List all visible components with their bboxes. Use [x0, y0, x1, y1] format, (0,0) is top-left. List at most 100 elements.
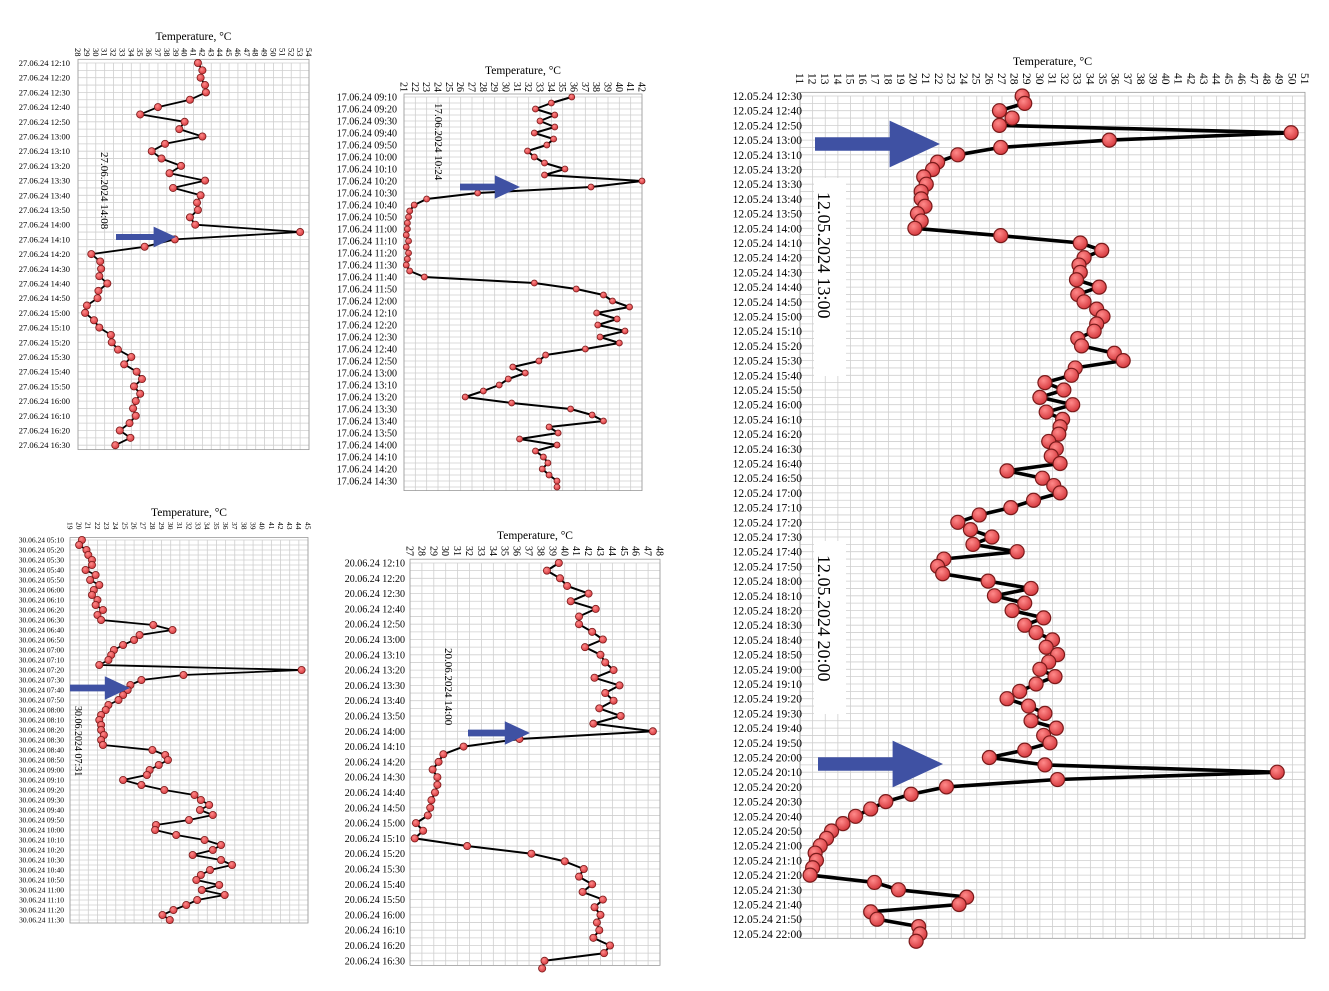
- x-tick-label: 27: [139, 522, 148, 530]
- y-tick-label: 12.05.24 18:20: [733, 606, 803, 618]
- data-point-marker: [217, 841, 226, 850]
- data-point-marker: [544, 459, 552, 467]
- event-arrow: [815, 120, 940, 168]
- x-tick-label: 29: [488, 82, 499, 92]
- x-tick-label: 32: [184, 522, 193, 530]
- data-point-marker: [87, 591, 96, 600]
- chart-c20: Temperature, °C 27 28 29 30 31 32 33 34 35 36 37 38 3…: [345, 530, 665, 973]
- data-point-marker: [542, 566, 551, 575]
- y-tick-label: 27.06.24 13:20: [19, 161, 70, 171]
- y-tick-label: 30.06.24 06:00: [19, 586, 64, 595]
- x-tick-label: 15: [843, 73, 855, 85]
- data-point-marker: [136, 389, 145, 398]
- x-tick-label: 21: [84, 522, 93, 530]
- y-tick-label: 27.06.24 16:20: [19, 425, 70, 435]
- x-tick-label: 47: [642, 546, 653, 556]
- data-point-marker: [878, 793, 894, 810]
- data-point-marker: [587, 183, 595, 191]
- data-point-marker: [908, 933, 924, 949]
- y-tick-label: 30.06.24 10:00: [19, 826, 64, 835]
- x-tick-label: 48: [654, 546, 665, 556]
- data-point-marker: [410, 201, 418, 209]
- data-point-marker: [847, 808, 864, 824]
- x-tick-label: 39: [602, 82, 613, 92]
- y-tick-label: 30.06.24 11:30: [19, 916, 64, 925]
- y-tick-label: 12.05.24 13:10: [733, 150, 803, 162]
- x-tick-label: 28: [1008, 73, 1020, 85]
- y-tick-label: 12.05.24 17:10: [733, 503, 803, 515]
- data-point-marker: [600, 949, 609, 958]
- x-tick-label: 43: [594, 546, 605, 556]
- data-point-marker: [615, 339, 623, 347]
- data-point-marker: [198, 132, 207, 141]
- data-point-marker: [538, 964, 547, 973]
- data-point-marker: [560, 857, 569, 866]
- x-tick-label: 48: [1260, 73, 1272, 85]
- event-annotation: 30.06.2024 07:31: [72, 706, 83, 776]
- y-tick-label: 20.06.24 16:20: [345, 941, 405, 952]
- y-tick-label: 17.06.24 10:20: [337, 177, 397, 188]
- x-tick-label: 53: [295, 48, 305, 57]
- data-point-marker: [184, 816, 193, 825]
- x-tick-label: 40: [613, 82, 624, 92]
- y-tick-label: 17.06.24 11:20: [337, 249, 397, 260]
- data-point-marker: [530, 279, 538, 287]
- data-point-marker: [545, 471, 553, 479]
- data-point-marker: [1049, 771, 1066, 788]
- event-arrow: [818, 740, 943, 788]
- y-tick-label: 27.06.24 12:10: [19, 58, 70, 68]
- x-tick-label: 44: [215, 48, 225, 57]
- temperature-series-line: [808, 95, 1293, 943]
- x-tick-label: 40: [180, 48, 190, 57]
- data-point-marker: [596, 910, 605, 919]
- data-point-marker: [1025, 492, 1042, 508]
- y-tick-label: 12.05.24 14:30: [733, 267, 803, 279]
- data-point-marker: [984, 529, 1000, 545]
- data-point-marker: [590, 903, 599, 912]
- y-tick-label: 17.06.24 11:30: [337, 261, 397, 272]
- y-tick-label: 30.06.24 07:00: [19, 646, 64, 655]
- plot-frame: [403, 93, 643, 492]
- data-point-marker: [119, 691, 128, 700]
- y-tick-label: 12.05.24 12:50: [733, 120, 803, 132]
- y-tick-label: 17.06.24 10:50: [337, 213, 397, 224]
- data-point-marker: [206, 866, 215, 875]
- y-tick-label: 30.06.24 10:10: [19, 836, 64, 845]
- x-tick-label: 24: [432, 82, 443, 92]
- y-tick-label: 20.06.24 16:30: [345, 956, 405, 967]
- x-tick-label: 24: [957, 73, 969, 85]
- data-point-marker: [87, 250, 96, 259]
- y-tick-label: 12.05.24 18:10: [733, 591, 803, 603]
- data-point-marker: [193, 198, 202, 207]
- data-point-marker: [433, 773, 442, 782]
- y-tick-label: 12.05.24 16:00: [733, 400, 803, 412]
- data-point-marker: [153, 103, 162, 112]
- x-tick-label: 36: [1109, 73, 1121, 85]
- y-tick-label: 12.05.24 17:20: [733, 517, 803, 529]
- data-point-marker: [403, 219, 411, 227]
- data-point-marker: [554, 559, 563, 568]
- y-tick-label: 30.06.24 08:00: [19, 706, 64, 715]
- y-tick-label: 12.05.24 17:50: [733, 561, 803, 573]
- y-tick-label: 17.06.24 11:40: [337, 273, 397, 284]
- data-point-marker: [626, 303, 633, 311]
- x-tick-label: 25: [970, 73, 982, 85]
- data-point-marker: [135, 631, 144, 640]
- data-point-marker: [553, 441, 561, 449]
- y-tick-label: 27.06.24 16:10: [19, 411, 70, 421]
- x-tick-label: 36: [144, 48, 154, 57]
- y-tick-label: 12.05.24 19:50: [733, 738, 803, 750]
- x-tick-label: 20: [907, 73, 919, 85]
- data-point-marker: [201, 81, 210, 90]
- y-tick-label: 12.05.24 22:00: [733, 929, 803, 941]
- data-point-marker: [592, 918, 601, 927]
- data-point-marker: [869, 911, 885, 927]
- x-tick-label: 40: [1159, 73, 1171, 85]
- data-point-marker: [596, 650, 605, 659]
- data-point-marker: [495, 381, 503, 389]
- event-annotation: 12.05.2024 20:00: [814, 555, 834, 682]
- data-point-marker: [588, 627, 597, 636]
- data-point-marker: [157, 154, 166, 163]
- data-point-marker: [405, 237, 412, 245]
- x-tick-label: 26: [454, 82, 465, 92]
